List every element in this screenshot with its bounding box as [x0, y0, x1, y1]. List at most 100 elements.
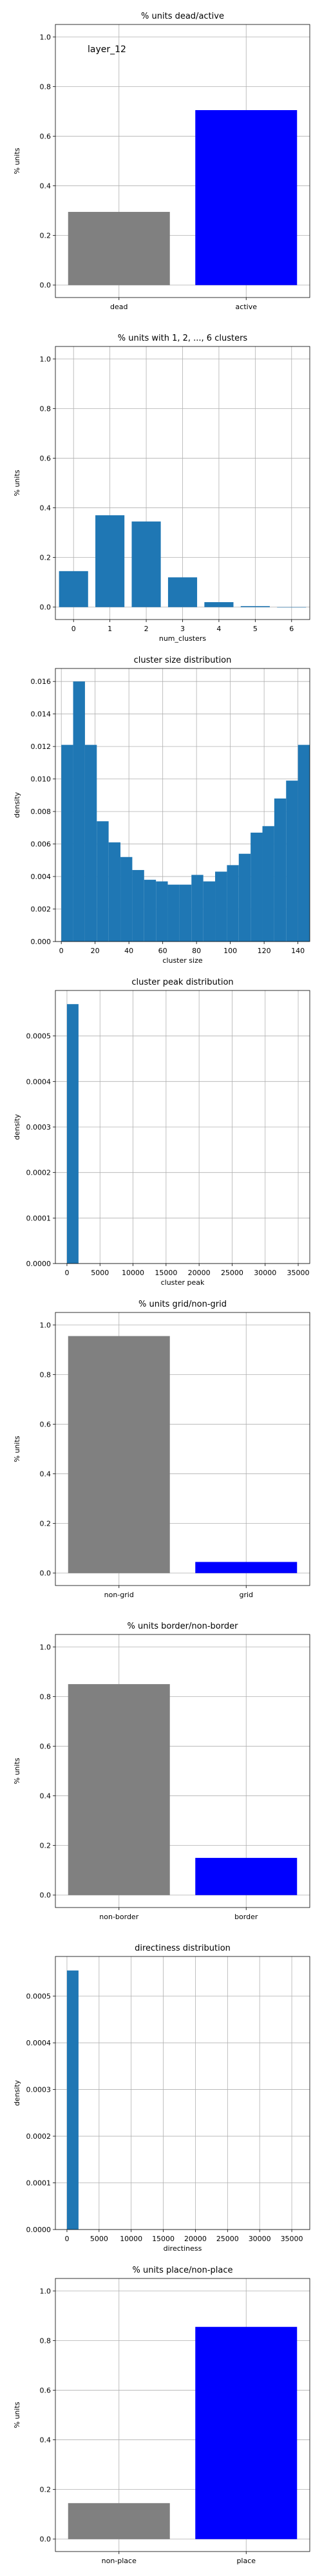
chart-2: % units with 1, 2, ..., 6 clusters 0.0 0.2… — [13, 334, 310, 643]
y-tick-label: 0.6 — [40, 132, 52, 140]
y-tick-label: 0.2 — [40, 2486, 52, 2494]
y-tick-label: 0.8 — [40, 404, 52, 413]
x-tick-label: non-place — [102, 2557, 137, 2565]
hist-bar — [179, 884, 192, 942]
x-tick-label: 35000 — [281, 2235, 303, 2243]
y-tick-label: 0.2 — [40, 1842, 52, 1850]
hist-bar — [97, 821, 109, 942]
y-tick-label: 0.0002 — [26, 1169, 52, 1177]
y-axis-label: % units — [13, 2401, 21, 2428]
hist-bar — [156, 881, 168, 942]
y-tick-label: 0.0003 — [26, 1123, 52, 1132]
bar-2 — [131, 521, 161, 607]
y-tick-label: 0.0001 — [26, 1214, 52, 1222]
axes-frame — [55, 990, 310, 1264]
chart-title: % units grid/non-grid — [138, 1300, 227, 1309]
hist-bar — [274, 798, 287, 942]
y-tick-label: 0.4 — [40, 1792, 52, 1801]
hist-bar — [251, 832, 263, 942]
x-tick-label: 6 — [289, 625, 294, 633]
x-tick-label: 5 — [253, 625, 258, 633]
hist-bar — [298, 744, 310, 942]
x-axis-label: num_clusters — [159, 634, 207, 643]
y-tick-label: 0.0005 — [26, 1032, 52, 1041]
chart-title: % units dead/active — [141, 12, 224, 21]
x-tick-label: 0 — [64, 2235, 69, 2243]
y-tick-label: 0.0 — [40, 1891, 52, 1900]
hist-bar — [61, 744, 73, 942]
y-tick-label: 0.6 — [40, 2386, 52, 2394]
x-tick-label: 100 — [223, 947, 237, 955]
y-tick-label: 0.4 — [40, 182, 52, 191]
x-tick-label: 5000 — [90, 2235, 108, 2243]
chart-title: % units with 1, 2, ..., 6 clusters — [118, 334, 248, 343]
x-tick-label: place — [236, 2557, 256, 2565]
y-axis-label: density — [13, 791, 21, 818]
hist-bar — [132, 869, 144, 942]
chart-3: cluster size distribution 0.000 0.002 0.004… — [13, 656, 310, 965]
bar-dead — [68, 212, 170, 285]
x-tick-label: 20000 — [184, 2235, 207, 2243]
x-axis-label: cluster size — [162, 956, 202, 965]
y-tick-label: 1.0 — [40, 1321, 52, 1329]
x-tick-label: 30000 — [254, 1269, 276, 1277]
chart-8: % units place/non-place 0.0 0.2 0.4 0.6 0.8 1.… — [13, 2266, 310, 2565]
y-tick-label: 0.2 — [40, 232, 52, 240]
chart-6: % units border/non-border 0.0 0.2 0.4 0.6 0.8… — [13, 1622, 310, 1921]
x-tick-label: 2 — [144, 625, 149, 633]
bar-4 — [204, 602, 234, 607]
bar-1 — [95, 515, 125, 607]
x-tick-label: 15000 — [155, 1269, 177, 1277]
bar-6 — [277, 607, 307, 608]
axes-frame — [55, 346, 310, 620]
x-tick-label: non-grid — [104, 1591, 134, 1599]
hist-bar — [84, 744, 97, 942]
x-axis-label: cluster peak — [161, 1278, 205, 1287]
axes-frame — [55, 24, 310, 298]
hist-bar — [238, 853, 251, 942]
chart-7: directiness distribution 0.0000 0.0001 0.00… — [13, 1944, 310, 2253]
y-tick-label: 0.008 — [31, 808, 52, 816]
axes-frame — [55, 2278, 310, 2552]
bar-grid — [195, 1562, 298, 1573]
y-tick-label: 1.0 — [40, 1643, 52, 1651]
x-tick-label: 0 — [64, 1269, 69, 1277]
y-tick-label: 0.8 — [40, 1692, 52, 1701]
y-tick-label: 0.2 — [40, 1520, 52, 1528]
y-tick-label: 1.0 — [40, 33, 52, 41]
y-tick-label: 0.6 — [40, 1742, 52, 1750]
y-axis-label: % units — [13, 147, 21, 174]
hist-bar — [227, 865, 239, 942]
chart-title: % units place/non-place — [132, 2266, 232, 2275]
hist-bar — [108, 842, 121, 942]
y-axis-label: % units — [13, 469, 21, 496]
axes-frame — [55, 1634, 310, 1908]
x-tick-label: active — [236, 303, 258, 311]
y-tick-label: 0.2 — [40, 554, 52, 562]
y-tick-label: 0.6 — [40, 454, 52, 462]
y-tick-label: 0.0 — [40, 2535, 52, 2544]
y-tick-label: 0.012 — [31, 743, 52, 751]
y-tick-label: 0.014 — [31, 710, 52, 719]
x-tick-label: 25000 — [221, 1269, 243, 1277]
y-tick-label: 0.4 — [40, 1470, 52, 1479]
axes-frame — [55, 668, 310, 942]
chart-5: % units grid/non-grid 0.0 0.2 0.4 0.6 0.8 1.0 n… — [13, 1300, 310, 1599]
x-tick-label: 10000 — [120, 2235, 142, 2243]
y-tick-label: 0.0 — [40, 1569, 52, 1578]
y-tick-label: 0.006 — [31, 840, 52, 849]
x-tick-label: border — [234, 1913, 258, 1921]
y-axis-label: density — [13, 2079, 21, 2106]
y-tick-label: 0.016 — [31, 677, 52, 686]
y-tick-label: 0.0 — [40, 281, 52, 290]
bar-5 — [240, 606, 270, 607]
hist-bar — [286, 781, 298, 942]
hist-bar — [120, 857, 133, 942]
y-tick-label: 0.4 — [40, 2436, 52, 2445]
chart-title: % units border/non-border — [128, 1622, 239, 1631]
x-tick-label: 0 — [71, 625, 76, 633]
hist-bar — [215, 871, 227, 942]
y-tick-label: 0.010 — [31, 775, 52, 784]
bar-place — [195, 2327, 298, 2539]
